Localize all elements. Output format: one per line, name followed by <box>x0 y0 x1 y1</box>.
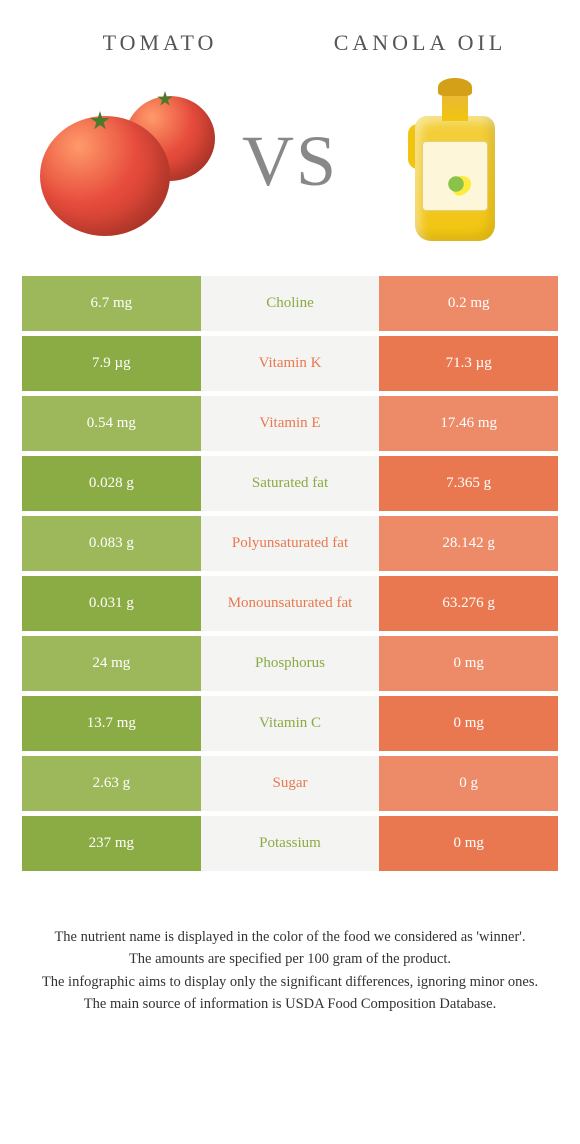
nutrient-label: Choline <box>201 276 380 331</box>
value-tomato: 24 mg <box>22 636 201 691</box>
footnote-line: The infographic aims to display only the… <box>30 971 550 993</box>
value-tomato: 6.7 mg <box>22 276 201 331</box>
table-row: 0.031 gMonounsaturated fat63.276 g <box>22 576 558 631</box>
header: TOMATO CANOLA OIL <box>0 0 580 66</box>
value-canola: 0 mg <box>379 636 558 691</box>
nutrient-label: Vitamin K <box>201 336 380 391</box>
value-canola: 0 mg <box>379 816 558 871</box>
canola-image <box>370 76 540 246</box>
nutrient-label: Saturated fat <box>201 456 380 511</box>
value-tomato: 0.031 g <box>22 576 201 631</box>
value-tomato: 7.9 µg <box>22 336 201 391</box>
value-tomato: 0.54 mg <box>22 396 201 451</box>
nutrient-label: Polyunsaturated fat <box>201 516 380 571</box>
value-canola: 28.142 g <box>379 516 558 571</box>
title-canola: CANOLA OIL <box>290 30 530 56</box>
comparison-table: 6.7 mgCholine0.2 mg7.9 µgVitamin K71.3 µ… <box>0 276 580 871</box>
nutrient-label: Potassium <box>201 816 380 871</box>
footnote-line: The main source of information is USDA F… <box>30 993 550 1015</box>
footnotes: The nutrient name is displayed in the co… <box>0 876 580 1016</box>
table-row: 2.63 gSugar0 g <box>22 756 558 811</box>
value-canola: 7.365 g <box>379 456 558 511</box>
table-row: 7.9 µgVitamin K71.3 µg <box>22 336 558 391</box>
title-tomato: TOMATO <box>50 30 290 56</box>
nutrient-label: Phosphorus <box>201 636 380 691</box>
table-row: 0.028 gSaturated fat7.365 g <box>22 456 558 511</box>
value-canola: 71.3 µg <box>379 336 558 391</box>
table-row: 6.7 mgCholine0.2 mg <box>22 276 558 331</box>
table-row: 0.54 mgVitamin E17.46 mg <box>22 396 558 451</box>
nutrient-label: Vitamin C <box>201 696 380 751</box>
footnote-line: The amounts are specified per 100 gram o… <box>30 948 550 970</box>
value-tomato: 237 mg <box>22 816 201 871</box>
value-canola: 63.276 g <box>379 576 558 631</box>
tomato-image <box>40 76 210 246</box>
value-canola: 0 g <box>379 756 558 811</box>
table-row: 13.7 mgVitamin C0 mg <box>22 696 558 751</box>
value-tomato: 13.7 mg <box>22 696 201 751</box>
value-canola: 0.2 mg <box>379 276 558 331</box>
table-row: 237 mgPotassium0 mg <box>22 816 558 871</box>
value-tomato: 0.028 g <box>22 456 201 511</box>
nutrient-label: Monounsaturated fat <box>201 576 380 631</box>
value-tomato: 0.083 g <box>22 516 201 571</box>
vs-label: VS <box>242 120 338 203</box>
value-canola: 0 mg <box>379 696 558 751</box>
value-tomato: 2.63 g <box>22 756 201 811</box>
nutrient-label: Vitamin E <box>201 396 380 451</box>
value-canola: 17.46 mg <box>379 396 558 451</box>
images-row: VS <box>0 66 580 276</box>
table-row: 0.083 gPolyunsaturated fat28.142 g <box>22 516 558 571</box>
footnote-line: The nutrient name is displayed in the co… <box>30 926 550 948</box>
nutrient-label: Sugar <box>201 756 380 811</box>
table-row: 24 mgPhosphorus0 mg <box>22 636 558 691</box>
